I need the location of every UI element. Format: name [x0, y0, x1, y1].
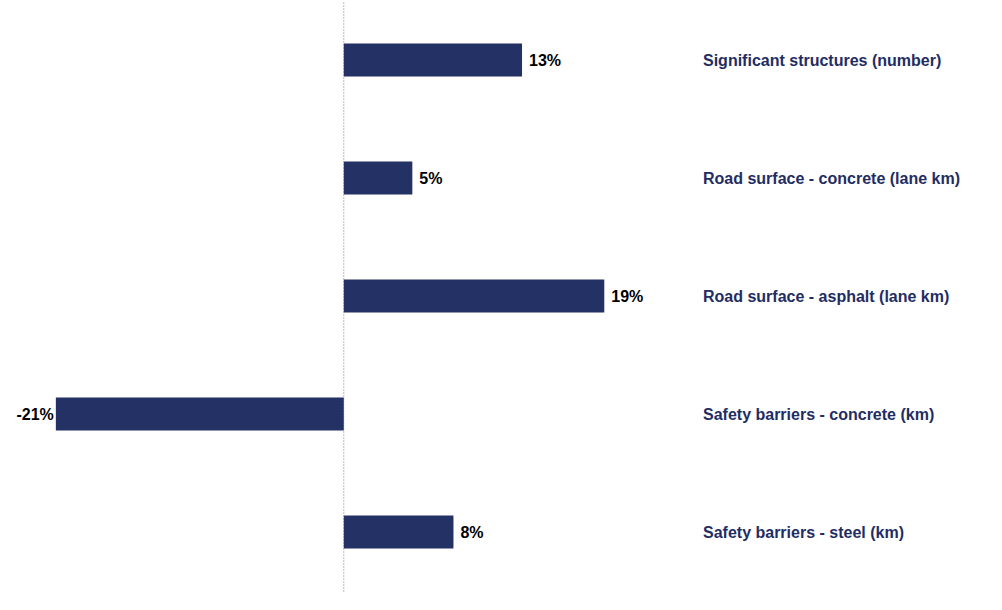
bar [344, 280, 605, 313]
category-label: Significant structures (number) [703, 52, 941, 69]
labels: 13% 5% 19% -21% 8% Significant structures (nu… [16, 52, 959, 541]
data-label: 8% [460, 524, 483, 541]
category-label: Safety barriers - steel (km) [703, 524, 904, 541]
category-label: Road surface - asphalt (lane km) [703, 288, 949, 305]
data-label: 5% [419, 170, 442, 187]
data-label: -21% [16, 406, 53, 423]
category-label: Road surface - concrete (lane km) [703, 170, 960, 187]
bar [344, 516, 454, 549]
bar [56, 398, 344, 431]
data-label: 13% [529, 52, 561, 69]
chart-container: 13% 5% 19% -21% 8% Significant structures (nu… [0, 0, 1002, 610]
data-label: 19% [611, 288, 643, 305]
bars [56, 44, 604, 549]
bar [344, 162, 413, 195]
bar [344, 44, 522, 77]
category-label: Safety barriers - concrete (km) [703, 406, 934, 423]
chart-svg: 13% 5% 19% -21% 8% Significant structures (nu… [0, 0, 1002, 610]
